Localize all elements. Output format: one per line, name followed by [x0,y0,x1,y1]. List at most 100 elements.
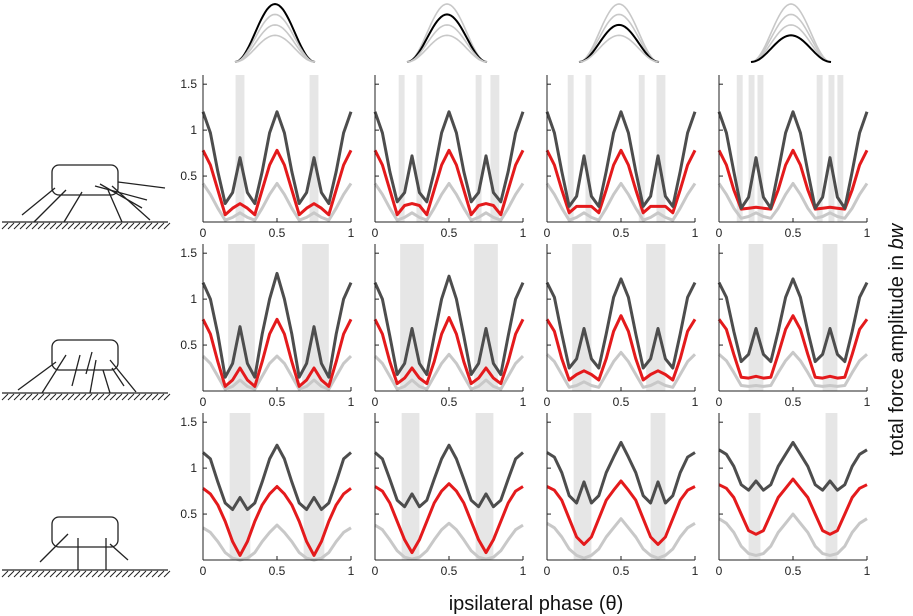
red-component-line [201,317,353,388]
red-component-line [373,148,525,217]
leg-line [107,189,123,223]
profile-curve [234,13,316,63]
ground-hatch [91,222,99,230]
total-force-line [202,443,352,511]
light-component-line [374,521,524,561]
profile-curve-selected [750,34,832,63]
x-tick-label: 0.5 [613,226,630,240]
ground-hatch [109,570,117,578]
light-component-line [545,350,697,389]
leg-line [99,183,143,209]
ground-hatch [55,393,63,401]
ground-hatch [73,570,81,578]
x-tick-label: 0.5 [269,395,286,409]
panel-r2-c1: 0.5 1 1.5 0 0.5 1 [180,244,355,409]
ground-hatch [157,570,165,578]
red-component-line [718,477,868,536]
panel-r3-c1: 0.5 1 1.5 0 0.5 1 [180,413,355,578]
shaded-region [825,413,838,560]
profile-curve [750,3,832,63]
total-force-line [545,277,697,370]
panel-r2-c2: 0 0.5 1 [372,244,527,409]
panel-r2-c3: 0 0.5 1 [544,244,699,409]
body-outline [51,516,119,548]
ground-hatch [85,222,93,230]
x-tick-label: 1 [348,564,355,578]
ground-hatch [97,393,105,401]
shaded-region [837,75,844,222]
light-component-line [373,352,525,391]
leg-line [111,367,125,387]
y-tick-label: 1.5 [180,77,197,91]
ground-hatch [133,222,141,230]
ground-hatch [163,393,171,401]
red-component-line [201,148,353,217]
x-tick-label: 1 [864,226,871,240]
ground-hatch [73,222,81,230]
shaded-region [567,75,574,222]
profile-curve-selected [406,13,488,63]
shaded-region [748,413,761,560]
x-tick-label: 0.5 [613,564,630,578]
profile-curve [750,13,832,63]
ground-hatch [43,222,51,230]
red-component-line [374,482,524,555]
x-tick-label: 0.5 [269,564,286,578]
x-tick-label: 0 [372,395,379,409]
ground-hatch [85,570,93,578]
ground-hatch [13,570,21,578]
leg-line [111,185,151,221]
total-force-line [717,277,869,364]
ground-hatch [49,222,57,230]
ground-hatch [73,393,81,401]
total-force-line [201,110,353,206]
y-tick-label: 1 [190,123,197,137]
ground-hatch [19,222,27,230]
force-profile-icon [406,3,488,63]
x-axis-label: ipsilateral phase (θ) [449,593,624,615]
leg-line [109,359,137,393]
shaded-region [572,244,592,391]
ground-hatch [19,393,27,401]
shaded-region [490,75,500,222]
shaded-region [748,244,764,391]
total-force-line [373,110,525,204]
shaded-region [475,413,494,560]
ground-hatch [109,393,117,401]
x-tick-label: 1 [520,226,527,240]
shaded-region [828,75,835,222]
leg-line [41,354,67,394]
shaded-region [656,75,666,222]
ground-hatch [61,222,69,230]
x-tick-label: 1 [520,564,527,578]
light-component-line [201,354,353,391]
light-component-line [717,181,869,220]
panel-r2-c4: 0 0.5 1 [716,244,871,409]
x-tick-label: 0.5 [785,395,802,409]
ground-hatch [13,393,21,401]
profile-curve [750,24,832,63]
ground-hatch [7,393,15,401]
shaded-region [816,75,823,222]
ground-hatch [67,222,75,230]
x-tick-label: 1 [864,395,871,409]
shaded-region [748,75,755,222]
panel-r3-c2: 0 0.5 1 [372,413,527,578]
ground-hatch [37,393,45,401]
ground-hatch [79,570,87,578]
light-component-line [718,512,868,557]
y-tick-label: 1 [190,461,197,475]
total-force-line [373,274,525,376]
x-tick-label: 0.5 [269,226,286,240]
ground-hatch [55,570,63,578]
ground-hatch [85,393,93,401]
shaded-region [416,75,423,222]
total-force-line [545,110,697,208]
shaded-region [638,75,645,222]
y-tick-label: 1.5 [180,246,197,260]
x-tick-label: 0.5 [613,395,630,409]
light-component-line [546,517,696,560]
ground-hatch [127,222,135,230]
x-tick-label: 1 [348,395,355,409]
